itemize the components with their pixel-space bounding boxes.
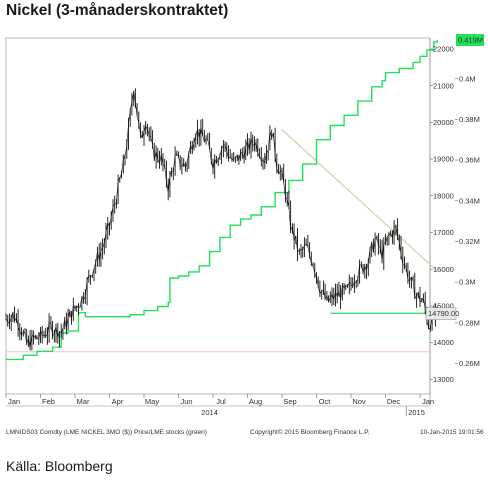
x-tick-label: Aug [249, 397, 262, 406]
y-left-tick-label: 18000 [433, 191, 454, 200]
y-right-tick-label: 0.3M [459, 278, 476, 287]
price-series-line [5, 92, 438, 349]
last-price-box [425, 307, 457, 320]
x-tick-label: Jun [180, 397, 192, 406]
y-left-tick-label: 14000 [433, 338, 454, 347]
y-right-tick-label: 0.26M [459, 359, 480, 368]
y-right-tick-label: 0.32M [459, 237, 480, 246]
plot-frame [5, 37, 431, 395]
y-right-tick-label: 0.28M [459, 318, 480, 327]
x-tick-label: Jul [216, 397, 226, 406]
x-tick-label: Sep [283, 397, 296, 406]
last-stock-box [456, 34, 484, 47]
x-tick-label: Jan [422, 397, 434, 406]
last-stock-label: 0.419M [458, 36, 483, 45]
y-left-tick-label: 13000 [433, 375, 454, 384]
y-right-tick-label: 0.34M [459, 196, 480, 205]
x-tick-label: Mar [77, 397, 90, 406]
year-label: 2015 [408, 408, 425, 417]
y-left-tick-label: 19000 [433, 155, 454, 164]
source-note: Källa: Bloomberg [6, 458, 113, 474]
x-tick-label: Dec [387, 397, 401, 406]
footer-right: 10-Jan-2015 19:01:56 [420, 429, 484, 436]
stocks-series-line [6, 40, 438, 361]
last-price-label: 14790.00 [428, 309, 459, 318]
x-tick-label: Apr [112, 397, 124, 406]
price-series [5, 88, 438, 351]
x-tick-label: Feb [42, 397, 55, 406]
x-tick-label: Oct [319, 397, 332, 406]
year-label: 2014 [201, 408, 218, 417]
y-left-tick-label: 20000 [433, 118, 454, 127]
y-right-tick-label: 0.36M [459, 156, 480, 165]
x-tick-label: May [145, 397, 159, 406]
footer-center: Copyright© 2015 Bloomberg Finance L.P. [250, 428, 370, 436]
y-right-tick-label: 0.38M [459, 115, 480, 124]
x-tick-label: Nov [352, 397, 366, 406]
chart-title: Nickel (3-månaderskontraktet) [6, 2, 229, 19]
footer-left: LMNIDS03 Comdty (LME NICKEL 3MO ($)) Pri… [6, 429, 207, 436]
y-left-tick-label: 21000 [433, 81, 454, 90]
y-left-tick-label: 15000 [433, 302, 454, 311]
trend-line [281, 129, 438, 272]
y-left-tick-label: 17000 [433, 228, 454, 237]
y-left-tick-label: 22000 [433, 45, 454, 54]
x-tick-label: Jan [8, 397, 20, 406]
y-left-tick-label: 16000 [433, 265, 454, 274]
y-right-tick-label: 0.4M [459, 74, 476, 83]
